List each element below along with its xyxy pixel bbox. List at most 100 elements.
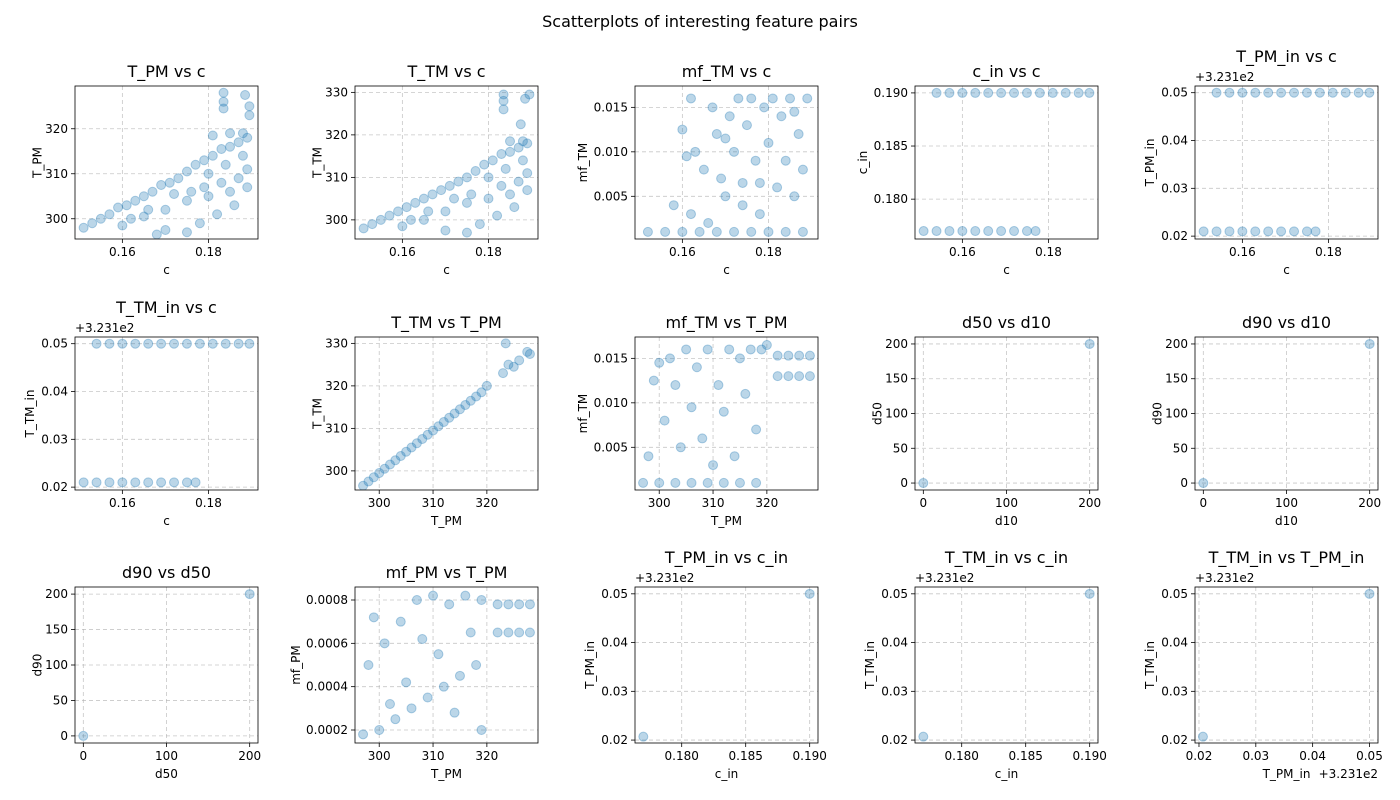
scatter-point: [156, 338, 167, 349]
scatter-point: [117, 220, 128, 231]
scatter-point: [983, 226, 994, 237]
scatter-point: [465, 395, 476, 406]
scatter-point: [466, 189, 477, 200]
x-axis-label: c: [163, 263, 170, 277]
y-tick-label: 0.0004: [306, 680, 348, 694]
scatter-point: [772, 371, 783, 382]
scatter-point: [237, 150, 248, 161]
scatter-points: [918, 588, 1095, 742]
scatter-point: [207, 150, 218, 161]
scatter-point: [524, 349, 535, 359]
scatter-point: [492, 599, 503, 610]
scatter-point: [1327, 87, 1338, 98]
y-axis-label: T_PM_in: [1143, 139, 1157, 188]
panel-10: 0 100 200 0 50 100 150 200 d90 vs d10 d10 d90: [1150, 313, 1381, 528]
scatter-point: [156, 477, 167, 488]
panel-6: 0.16 0.18 0.02 0.03 0.04 0.05 T_TM_in vs c +3.2…: [23, 298, 259, 528]
scatter-point: [804, 350, 815, 361]
scatter-point: [454, 670, 465, 681]
scatter-point: [190, 477, 201, 488]
scatter-point: [522, 138, 533, 149]
panel-title: T_TM_in vs c: [115, 298, 217, 318]
panel-4: 0.16 0.18 0.180 0.185 0.190 c_in vs c c c_in: [856, 62, 1099, 277]
scatter-point: [233, 173, 244, 184]
scatter-point: [767, 93, 778, 104]
panel-13: 0.180 0.185 0.190 0.02 0.03 0.04 0.05 T_PM_in v…: [583, 548, 827, 781]
x-tick-label: 0.03: [1242, 749, 1269, 763]
scatter-point: [498, 95, 509, 106]
y-tick-label: 0.03: [881, 684, 908, 698]
scatter-point: [87, 218, 98, 229]
scatter-point: [1289, 226, 1300, 237]
axes-frame: [914, 85, 1099, 240]
scatter-point: [212, 209, 223, 220]
scatter-point: [677, 124, 688, 135]
y-tick-label: 0.04: [1161, 134, 1188, 148]
y-tick-label: 0.015: [594, 100, 628, 114]
scatter-point: [918, 478, 929, 489]
scatter-point: [203, 191, 214, 202]
scatter-point: [160, 204, 171, 215]
y-tick-label: 200: [885, 337, 908, 351]
y-axis-label: d90: [1150, 402, 1164, 425]
scatter-point: [772, 182, 783, 193]
scatter-point: [181, 227, 192, 238]
x-tick-label: 0: [79, 749, 87, 763]
scatter-point: [390, 714, 401, 725]
scatter-point: [225, 186, 236, 197]
scatter-point: [1198, 478, 1209, 489]
scatter-point: [130, 195, 141, 206]
y-tick-label: 310: [45, 167, 68, 181]
scatter-point: [734, 477, 745, 488]
x-tick-label: 0: [1199, 496, 1207, 510]
panel-title: d50 vs d10: [962, 313, 1051, 332]
scatter-point: [514, 627, 525, 638]
scatter-point: [1289, 87, 1300, 98]
scatter-point: [427, 189, 438, 200]
scatter-point: [691, 362, 702, 373]
axes-frame: [354, 586, 539, 744]
x-tick-label: 0.190: [1073, 749, 1107, 763]
scatter-point: [433, 421, 444, 432]
scatter-point: [186, 186, 197, 197]
x-tick-label: 320: [475, 496, 498, 510]
y-tick-label: 0.02: [881, 733, 908, 747]
scatter-point: [218, 87, 229, 98]
scatter-point: [996, 87, 1007, 98]
scatter-point: [1198, 226, 1209, 237]
y-tick-label: 0.03: [1161, 684, 1188, 698]
scatter-point: [1301, 87, 1312, 98]
y-tick-label: 50: [893, 441, 908, 455]
scatter-points: [1198, 338, 1375, 489]
scatter-point: [780, 226, 791, 237]
scatter-point: [681, 344, 692, 355]
panel-11: 0 100 200 0 50 100 150 200 d90 vs d50 d50 d90: [30, 563, 261, 781]
scatter-point: [487, 155, 498, 166]
x-tick-label: 300: [368, 496, 391, 510]
y-tick-label: 50: [1173, 441, 1188, 455]
scatter-point: [724, 344, 735, 355]
scatter-point: [918, 731, 929, 742]
y-axis-label: d50: [870, 402, 884, 425]
x-tick-label: 0.18: [1315, 245, 1342, 259]
scatter-point: [240, 90, 251, 100]
scatter-point: [513, 142, 524, 153]
scatter-point: [384, 699, 395, 709]
scatter-point: [789, 191, 800, 202]
scatter-point: [670, 380, 681, 391]
scatter-point: [384, 210, 395, 221]
scatter-point: [524, 627, 535, 638]
scatter-point: [363, 660, 374, 670]
scatter-point: [1276, 87, 1287, 98]
x-tick-label: 100: [1275, 496, 1298, 510]
scatter-point: [931, 87, 942, 98]
scatter-point: [751, 424, 762, 435]
y-tick-label: 310: [325, 170, 348, 184]
scatter-point: [1340, 87, 1351, 98]
scatter-point: [483, 193, 494, 204]
panel-title: T_TM vs c: [406, 62, 485, 82]
scatter-point: [242, 182, 253, 193]
scatter-point: [225, 128, 236, 139]
scatter-point: [522, 185, 533, 196]
scatter-point: [957, 226, 968, 237]
